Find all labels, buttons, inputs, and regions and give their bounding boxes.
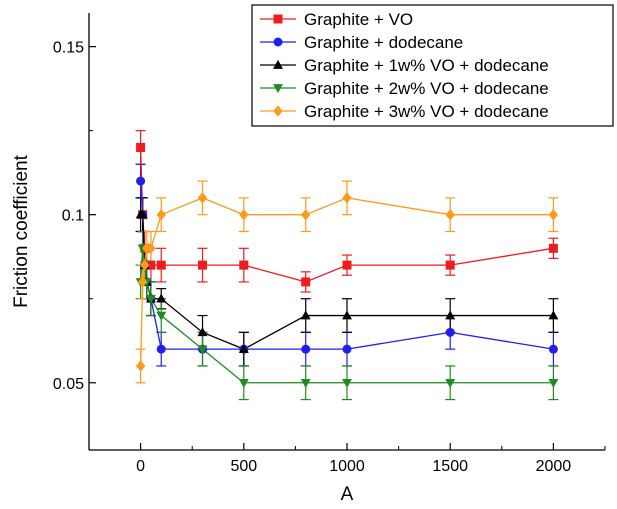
legend-marker-graphite-2w-vo-dodecane [273,84,283,94]
data-point-graphite-1w-vo-dodecane [300,310,311,320]
data-point-graphite-3w-vo-dodecane [342,192,352,204]
data-point-graphite-vo [156,260,166,270]
legend-entry-graphite-3w-vo-dodecane: Graphite + 3w% VO + dodecane [260,102,549,121]
axes: 0 500 1000 1500 2000 0.05 0.1 0.15 [53,13,606,475]
data-point-graphite-3w-vo-dodecane [137,276,148,288]
x-tick-label: 500 [230,458,257,475]
data-point-graphite-dodecane [548,344,558,354]
data-point-graphite-dodecane [301,344,311,354]
y-axis-title: Friction coefficient [11,154,32,307]
data-point-graphite-2w-vo-dodecane [238,378,249,388]
y-tick-label: 0.15 [53,40,84,57]
x-tick-label: 0 [136,458,145,475]
data-point-graphite-3w-vo-dodecane [156,209,166,221]
legend-label: Graphite + 3w% VO + dodecane [304,102,549,121]
legend-entry-graphite-vo: Graphite + VO [260,10,413,29]
data-point-graphite-1w-vo-dodecane [445,310,456,320]
data-point-graphite-3w-vo-dodecane [135,360,146,372]
series-line-graphite-1w-vo-dodecane [140,214,554,350]
data-point-graphite-vo [239,260,249,270]
data-point-graphite-2w-vo-dodecane [548,378,559,388]
data-point-graphite-2w-vo-dodecane [156,311,167,321]
data-point-graphite-3w-vo-dodecane [146,242,156,254]
data-point-graphite-dodecane [445,327,455,337]
legend-marker-graphite-3w-vo-dodecane [273,105,283,117]
y-tick-label: 0.1 [62,208,84,225]
data-point-graphite-3w-vo-dodecane [300,209,311,221]
data-point-graphite-vo [136,142,146,152]
x-tick-label: 1500 [432,458,468,475]
legend-entry-graphite-2w-vo-dodecane: Graphite + 2w% VO + dodecane [260,79,549,98]
data-point-graphite-dodecane [156,344,166,354]
data-point-graphite-dodecane [342,344,352,354]
data-point-graphite-3w-vo-dodecane [239,209,249,221]
data-point-graphite-vo [445,260,455,270]
data-point-graphite-vo [548,243,558,253]
legend-entry-graphite-dodecane: Graphite + dodecane [260,33,463,52]
data-point-graphite-1w-vo-dodecane [548,310,559,320]
legend: Graphite + VO Graphite + dodecane Graphite… [251,4,614,127]
legend-box [251,4,614,127]
data-point-graphite-3w-vo-dodecane [548,209,559,221]
data-point-graphite-dodecane [136,176,146,186]
legend-entry-graphite-1w-vo-dodecane: Graphite + 1w% VO + dodecane [260,56,549,75]
data-point-graphite-1w-vo-dodecane [156,293,167,303]
y-tick-label: 0.05 [53,376,84,393]
legend-label: Graphite + 2w% VO + dodecane [304,79,549,98]
x-tick-label: 2000 [536,458,572,475]
legend-marker-graphite-dodecane [273,37,283,47]
data-point-graphite-1w-vo-dodecane [342,310,352,320]
x-tick-label: 1000 [329,458,365,475]
legend-label: Graphite + dodecane [304,33,463,52]
data-point-graphite-vo [342,260,352,270]
legend-marker-graphite-1w-vo-dodecane [273,59,283,69]
legend-label: Graphite + 1w% VO + dodecane [304,56,549,75]
data-point-graphite-3w-vo-dodecane [197,192,208,204]
data-point-graphite-vo [146,260,156,270]
data-point-graphite-1w-vo-dodecane [238,343,249,353]
data-point-graphite-2w-vo-dodecane [145,294,156,304]
data-point-graphite-2w-vo-dodecane [342,378,352,388]
x-axis-title: A [341,484,354,505]
data-point-graphite-3w-vo-dodecane [445,209,455,221]
data-point-graphite-1w-vo-dodecane [137,209,148,219]
data-point-graphite-3w-vo-dodecane [140,259,150,271]
data-point-graphite-2w-vo-dodecane [445,378,456,388]
data-point-graphite-vo [301,277,311,287]
data-point-graphite-1w-vo-dodecane [197,327,208,337]
data-point-graphite-2w-vo-dodecane [197,345,208,355]
data-point-graphite-vo [198,260,208,270]
data-point-graphite-2w-vo-dodecane [300,378,311,388]
legend-marker-graphite-vo [273,14,283,24]
legend-label: Graphite + VO [304,10,413,29]
series-markers [135,142,559,388]
